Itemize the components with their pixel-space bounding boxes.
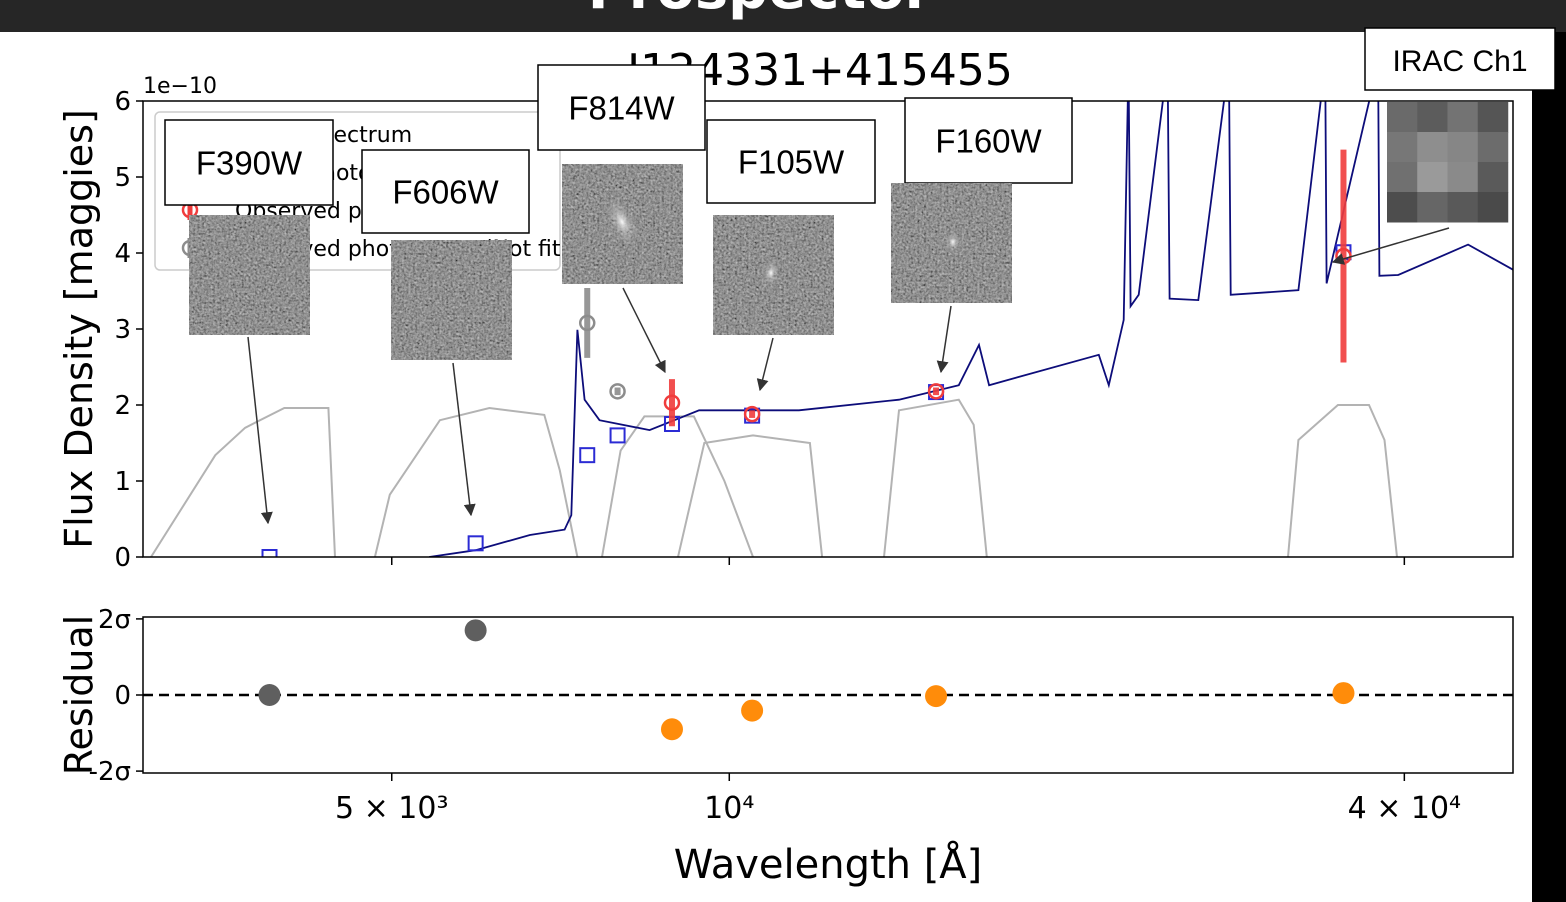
plot-area — [150, 101, 1513, 557]
residual-point — [741, 699, 764, 722]
y-tick-label: 5 — [114, 163, 131, 193]
plot-area — [143, 619, 1513, 741]
cutout-label-box — [537, 64, 706, 151]
cutout-label: F606W — [392, 174, 499, 211]
y-tick-label: -2σ — [89, 757, 131, 787]
y-tick-label: 6 — [114, 87, 131, 117]
galaxy — [944, 230, 962, 254]
residual-point — [925, 685, 948, 708]
cutout-label-box — [1364, 27, 1556, 91]
observed-point — [663, 394, 681, 411]
cutout-image — [391, 240, 512, 360]
cutout-label: F390W — [196, 145, 303, 182]
cutout-pixel — [1477, 162, 1509, 193]
spectrum-line — [429, 101, 1513, 557]
residual-point — [1332, 682, 1355, 705]
y-tick-label: 0 — [114, 543, 131, 573]
cutout-arrow — [452, 362, 476, 517]
y-tick-label: 2 — [114, 391, 131, 421]
slide-title: Prospector — [588, 0, 933, 22]
cutout-pixel — [1417, 132, 1448, 163]
cutouts: F390W F606W F814W F105W F160W IRAC Ch1 — [164, 27, 1556, 525]
x-tick-label: 4 × 10⁴ — [1348, 791, 1462, 826]
y-tick-label: 3 — [114, 315, 131, 345]
cutout-label-box — [361, 149, 530, 234]
panel: Residual Wavelength [Å] -2σ 0 2σ 5 × 10³ 10⁴ 4 … — [57, 605, 1514, 888]
y-tick-label: 2σ — [98, 605, 131, 635]
filter-curve — [373, 406, 579, 557]
cutout-pixel — [1387, 132, 1418, 163]
y-tick-label: 0 — [114, 681, 131, 711]
y-axis-label: Flux Density [maggies] — [57, 109, 101, 549]
filter-curve — [150, 407, 336, 557]
cutout-label-box — [164, 119, 334, 206]
residual-point — [660, 718, 683, 741]
cutout-label: F160W — [935, 123, 1042, 160]
cutout-arrow — [936, 305, 952, 374]
y-tick-label: 1 — [114, 467, 131, 497]
galaxy — [604, 194, 640, 250]
cutout-pixel — [1417, 192, 1448, 223]
model-point — [609, 427, 626, 444]
cutout-image — [189, 215, 310, 335]
observed-point — [609, 383, 626, 400]
cutout-pixel — [1477, 132, 1509, 163]
y-axis-label: Residual — [57, 615, 101, 775]
cutout-pixel — [1387, 102, 1418, 133]
filter-curve — [883, 398, 988, 557]
x-tick-label: 5 × 10³ — [335, 791, 449, 826]
cutout-pixel — [1447, 192, 1478, 223]
cutout-label-box — [706, 119, 876, 204]
cutout-pixel — [1417, 162, 1448, 193]
filter-curve — [677, 434, 824, 557]
observed-point — [743, 405, 761, 423]
cutout-pixel — [1447, 102, 1478, 133]
cutout-pixel — [1417, 102, 1448, 133]
cutout-label: F105W — [738, 144, 845, 181]
model-point — [467, 535, 484, 552]
cutout-arrow — [1331, 227, 1450, 265]
residual-point — [464, 619, 487, 642]
galaxy — [761, 257, 781, 289]
x-axis-label: Wavelength [Å] — [674, 840, 983, 888]
cutout-pixel — [1387, 162, 1418, 193]
cutout-pixel — [1477, 102, 1509, 133]
cutout-pixel — [1387, 192, 1418, 223]
cutout-arrow — [756, 337, 774, 392]
axes-frame — [142, 616, 1514, 774]
model-point — [579, 447, 596, 464]
cutout-arrow — [622, 287, 666, 374]
x-tick-label: 10⁴ — [704, 791, 754, 826]
cutout-pixel — [1447, 132, 1478, 163]
y-tick-label: 4 — [114, 239, 131, 269]
observed-point — [578, 314, 596, 332]
model-point — [261, 549, 278, 557]
y-offset-label: 1e−10 — [143, 74, 217, 99]
filter-curve — [1287, 404, 1398, 557]
observed-point — [927, 383, 945, 400]
cutout-pixel — [1447, 162, 1478, 193]
cutout-label: IRAC Ch1 — [1392, 45, 1527, 78]
cutout-pixel — [1477, 192, 1509, 223]
axes-frame — [142, 100, 1514, 558]
cutout-label: F814W — [568, 90, 675, 127]
cutout-arrow — [247, 336, 273, 525]
title-bar — [0, 0, 1566, 32]
residual-point — [258, 684, 281, 706]
